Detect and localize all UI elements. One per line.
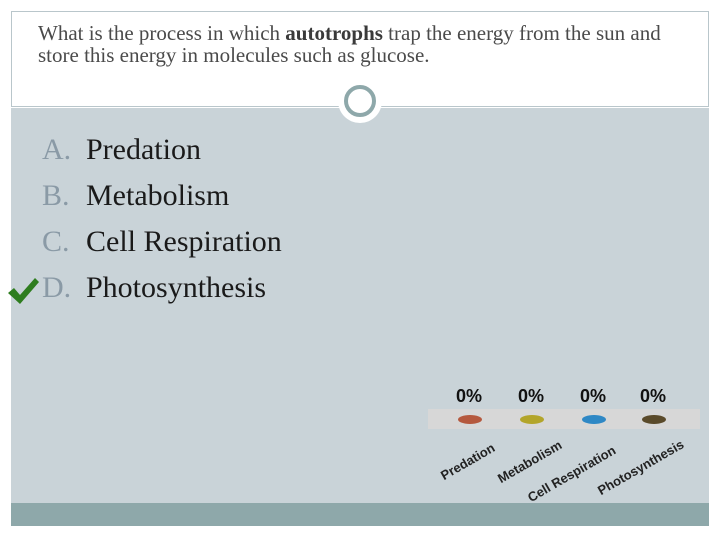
answer-option-b[interactable]: B. Metabolism [0,176,420,220]
slide-content-area [11,108,709,503]
answer-letter: A. [42,133,72,166]
question-text: What is the process in which autotrophs … [38,22,678,66]
question-text-end: trap the energy from the sun and store t… [38,21,661,67]
answer-text: Photosynthesis [86,271,267,304]
chart-category-label: Predation [438,439,498,483]
chart-bar [642,415,666,424]
chart-value-label: 0% [580,386,607,406]
response-chart: 0% Predation 0% Metabolism 0% Cell Respiratio… [410,380,710,510]
answer-letter: D. [42,271,72,304]
checkmark-icon [8,278,39,304]
ring-inner [344,85,376,117]
chart-bar [582,415,606,424]
question-keyword: autotrophs [285,21,383,45]
answer-option-d[interactable]: D. Photosynthesis [0,268,420,312]
answer-letter: C. [42,225,70,258]
answer-text: Metabolism [86,179,230,212]
chart-baseline-tray [428,409,700,429]
decorative-ring-icon [338,79,382,123]
chart-bar [458,415,482,424]
chart-bar [520,415,544,424]
answer-letter: B. [42,179,70,212]
chart-value-label: 0% [518,386,545,406]
answer-text: Cell Respiration [86,225,282,258]
chart-value-label: 0% [456,386,483,406]
question-text-start: What is the process in which [38,21,286,45]
answer-option-c[interactable]: C. Cell Respiration [0,222,420,266]
footer-bar [11,503,709,526]
chart-value-label: 0% [640,386,667,406]
answer-text: Predation [86,133,201,166]
answer-option-a[interactable]: A. Predation [0,130,420,174]
